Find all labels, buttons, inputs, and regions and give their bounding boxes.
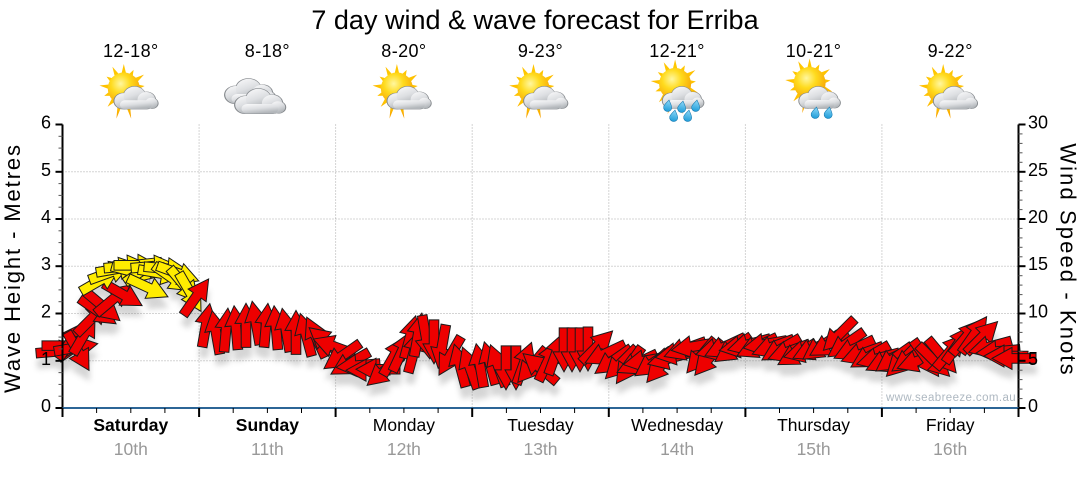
svg-text:15th: 15th xyxy=(797,439,831,459)
svg-text:9-23°: 9-23° xyxy=(518,41,563,61)
svg-text:12th: 12th xyxy=(387,439,421,459)
svg-text:0: 0 xyxy=(41,396,51,416)
svg-text:25: 25 xyxy=(1028,160,1048,180)
svg-text:15: 15 xyxy=(1028,254,1048,274)
svg-text:7 day wind & wave forecast for: 7 day wind & wave forecast for Erriba xyxy=(311,5,759,35)
svg-text:4: 4 xyxy=(41,207,51,227)
svg-text:Tuesday: Tuesday xyxy=(507,415,574,435)
svg-text:10th: 10th xyxy=(114,439,148,459)
svg-text:2: 2 xyxy=(41,302,51,322)
svg-text:Thursday: Thursday xyxy=(777,415,850,435)
svg-text:10-21°: 10-21° xyxy=(786,41,842,61)
svg-text:3: 3 xyxy=(41,254,51,274)
svg-text:0: 0 xyxy=(1028,396,1038,416)
svg-text:Friday: Friday xyxy=(926,415,975,435)
svg-text:20: 20 xyxy=(1028,207,1048,227)
svg-text:16th: 16th xyxy=(933,439,967,459)
svg-text:1: 1 xyxy=(41,349,51,369)
svg-text:www.seabreeze.com.au: www.seabreeze.com.au xyxy=(885,392,1016,404)
svg-text:11th: 11th xyxy=(251,439,284,459)
svg-text:5: 5 xyxy=(1028,349,1038,369)
svg-text:Wednesday: Wednesday xyxy=(631,415,723,435)
svg-text:Wave Height - Metres: Wave Height - Metres xyxy=(0,143,25,393)
svg-text:9-22°: 9-22° xyxy=(928,41,973,61)
svg-text:Wind Speed - Knots: Wind Speed - Knots xyxy=(1056,143,1080,376)
svg-text:6: 6 xyxy=(41,113,51,133)
svg-text:12-21°: 12-21° xyxy=(649,41,705,61)
svg-text:8-20°: 8-20° xyxy=(381,41,426,61)
svg-text:Saturday: Saturday xyxy=(93,415,168,435)
svg-text:13th: 13th xyxy=(523,439,557,459)
svg-text:14th: 14th xyxy=(660,439,694,459)
svg-text:30: 30 xyxy=(1028,113,1048,133)
svg-text:12-18°: 12-18° xyxy=(103,41,159,61)
svg-text:5: 5 xyxy=(41,160,51,180)
svg-text:8-18°: 8-18° xyxy=(245,41,290,61)
svg-text:Sunday: Sunday xyxy=(236,415,299,435)
svg-text:10: 10 xyxy=(1028,302,1048,322)
svg-text:Monday: Monday xyxy=(373,415,436,435)
